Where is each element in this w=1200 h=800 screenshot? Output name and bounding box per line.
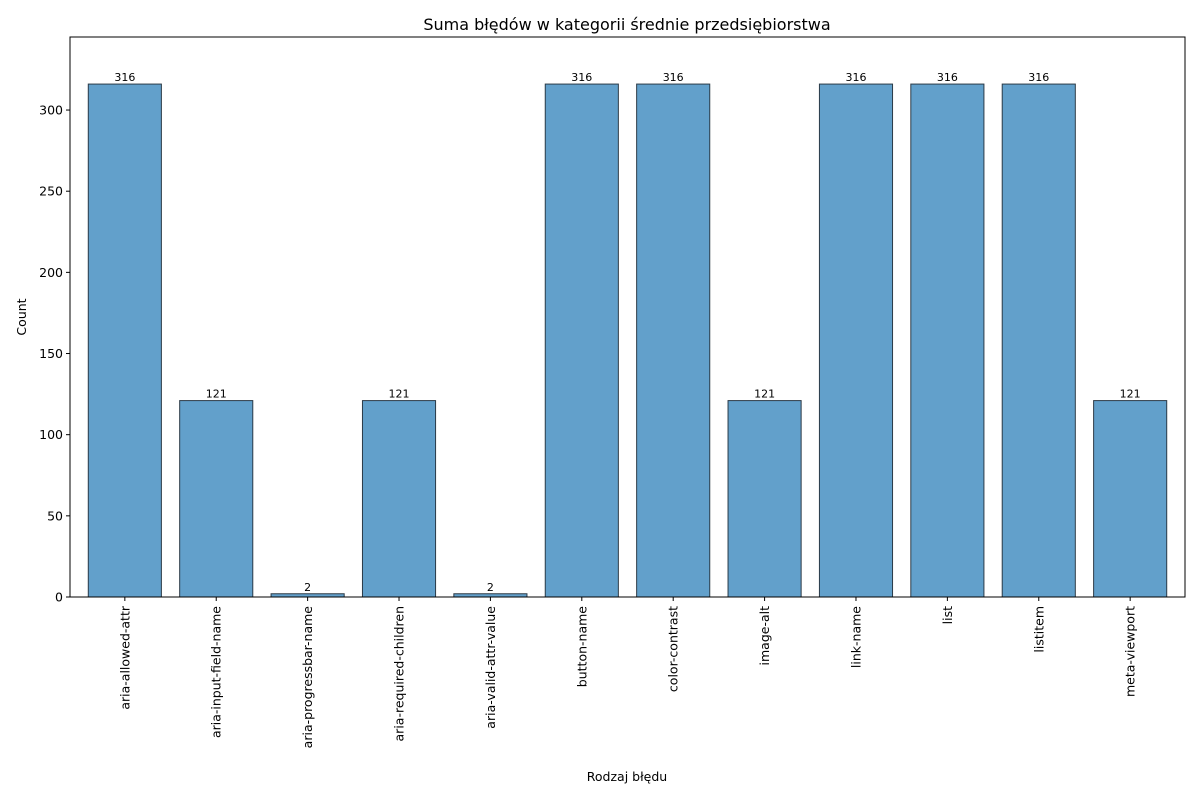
y-tick-label-0: 0 bbox=[55, 590, 63, 605]
x-tick-label-listitem: listitem bbox=[1031, 606, 1046, 653]
data-label-list: 316 bbox=[937, 71, 958, 84]
bar-button-name bbox=[544, 83, 619, 598]
bar-link-name bbox=[818, 83, 894, 598]
x-tick-label-aria-valid-attr-value: aria-valid-attr-value bbox=[483, 606, 498, 729]
x-axis-label: Rodzaj błędu bbox=[587, 769, 667, 784]
y-axis-label: Count bbox=[14, 298, 29, 335]
data-label-image-alt: 121 bbox=[754, 388, 775, 401]
x-tick-label-aria-progressbar-name: aria-progressbar-name bbox=[300, 606, 315, 749]
data-label-listitem: 316 bbox=[1028, 71, 1049, 84]
bar-aria-allowed-attr bbox=[87, 83, 162, 598]
data-label-aria-input-field-name: 121 bbox=[206, 388, 227, 401]
bar-image-alt bbox=[727, 400, 802, 598]
x-tick-label-list: list bbox=[940, 606, 955, 624]
data-label-aria-required-children: 121 bbox=[389, 388, 410, 401]
x-tick-label-meta-viewport: meta-viewport bbox=[1123, 606, 1138, 697]
bar-listitem bbox=[1001, 83, 1076, 598]
x-tick-label-aria-allowed-attr: aria-allowed-attr bbox=[117, 605, 132, 710]
y-tick-label-150: 150 bbox=[39, 346, 63, 361]
bar-list bbox=[910, 83, 985, 598]
x-tick-label-color-contrast: color-contrast bbox=[666, 606, 681, 692]
bar-meta-viewport bbox=[1093, 400, 1168, 598]
bar-aria-required-children bbox=[361, 400, 437, 598]
y-tick-label-250: 250 bbox=[39, 184, 63, 199]
x-tick-label-image-alt: image-alt bbox=[757, 606, 772, 666]
y-tick-label-300: 300 bbox=[39, 103, 63, 118]
x-tick-label-button-name: button-name bbox=[574, 606, 589, 687]
data-label-link-name: 316 bbox=[845, 71, 866, 84]
x-tick-label-aria-required-children: aria-required-children bbox=[392, 606, 407, 741]
data-label-color-contrast: 316 bbox=[663, 71, 684, 84]
plot-area: 316 aria-allowed-attr 121 aria-input-field-… bbox=[39, 36, 1186, 749]
data-label-aria-progressbar-name: 2 bbox=[304, 581, 311, 594]
y-tick-label-200: 200 bbox=[39, 265, 63, 280]
chart-title: Suma błędów w kategorii średnie przedsię… bbox=[423, 15, 830, 34]
data-label-aria-valid-attr-value: 2 bbox=[487, 581, 494, 594]
x-tick-label-link-name: link-name bbox=[848, 606, 863, 668]
x-tick-label-aria-input-field-name: aria-input-field-name bbox=[209, 606, 224, 738]
bar-color-contrast bbox=[636, 83, 711, 598]
y-tick-label-100: 100 bbox=[39, 427, 63, 442]
bar-aria-input-field-name bbox=[179, 400, 254, 598]
data-label-button-name: 316 bbox=[571, 71, 592, 84]
y-tick-label-50: 50 bbox=[47, 508, 63, 523]
data-label-aria-allowed-attr: 316 bbox=[114, 71, 135, 84]
data-label-meta-viewport: 121 bbox=[1120, 388, 1141, 401]
plot-frame bbox=[69, 36, 1186, 598]
